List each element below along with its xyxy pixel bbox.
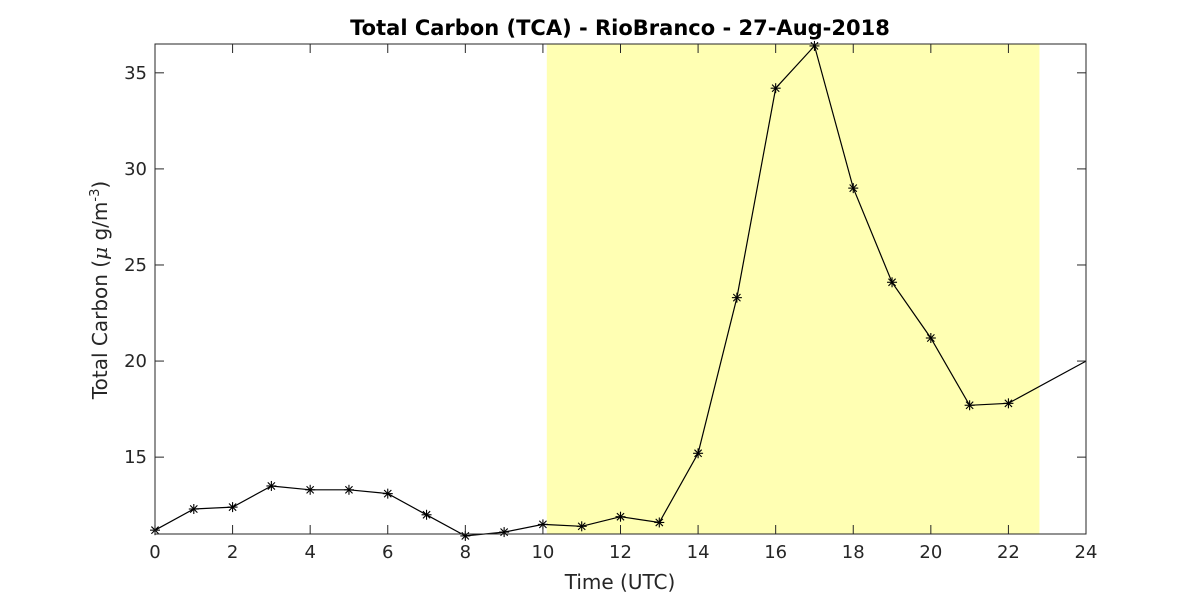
data-point	[848, 183, 859, 194]
x-tick-label: 14	[687, 542, 710, 563]
marker-stroke	[616, 512, 625, 521]
chart-title: Total Carbon (TCA) - RioBranco - 27-Aug-…	[350, 16, 890, 40]
series-line	[154, 44, 1087, 537]
x-tick-label: 18	[842, 542, 865, 563]
y-tick-label: 30	[124, 159, 147, 180]
y-tick-label: 25	[124, 255, 147, 276]
data-point	[576, 521, 587, 532]
x-tick-label: 0	[149, 542, 160, 563]
data-point	[615, 511, 626, 522]
x-tick-label: 24	[1075, 542, 1098, 563]
marker-stroke	[655, 518, 664, 527]
marker-stroke	[538, 520, 547, 529]
data-point	[266, 480, 277, 491]
data-point	[654, 517, 665, 528]
marker-stroke	[771, 84, 780, 93]
marker-stroke	[306, 485, 315, 494]
x-tick-label: 22	[997, 542, 1020, 563]
y-axis-label-suffix: )	[88, 181, 112, 189]
data-point	[964, 400, 975, 411]
marker-stroke	[228, 503, 237, 512]
marker-stroke	[965, 401, 974, 410]
data-point	[343, 484, 354, 495]
y-axis-label-unit: g/m	[88, 202, 112, 247]
data-point	[421, 509, 432, 520]
marker-stroke	[577, 522, 586, 531]
data-point	[1003, 398, 1014, 409]
x-tick-label: 10	[531, 542, 554, 563]
y-tick-label: 35	[124, 63, 147, 84]
x-tick-label: 4	[304, 542, 315, 563]
data-point	[693, 448, 704, 459]
y-axis-label-exponent: -3	[88, 189, 103, 202]
x-tick-label: 2	[227, 542, 238, 563]
marker-stroke	[383, 489, 392, 498]
data-point	[537, 519, 548, 530]
data-point	[499, 527, 510, 538]
marker-stroke	[732, 293, 741, 302]
data-point	[925, 333, 936, 343]
data-point	[227, 502, 238, 513]
data-point	[731, 292, 742, 303]
data-point	[770, 83, 781, 94]
highlight-band	[546, 44, 1040, 534]
y-tick-label: 20	[124, 351, 147, 372]
data-point	[887, 277, 898, 288]
x-tick-label: 8	[460, 542, 471, 563]
x-axis-label: Time (UTC)	[564, 570, 676, 594]
data-point	[382, 488, 393, 499]
x-tick-label: 12	[609, 542, 632, 563]
y-axis-label-mu: μ	[88, 247, 112, 260]
marker-stroke	[1004, 399, 1013, 408]
x-tick-label: 16	[764, 542, 787, 563]
y-axis-label: Total Carbon (μ g/m-3)	[88, 181, 112, 400]
marker-stroke	[422, 510, 431, 519]
marker-stroke	[926, 334, 935, 342]
marker-stroke	[267, 481, 276, 490]
marker-stroke	[344, 485, 353, 494]
y-tick-label: 15	[124, 447, 147, 468]
marker-stroke	[849, 184, 858, 193]
y-axis-label-prefix: Total Carbon (	[88, 260, 112, 400]
marker-stroke	[189, 505, 198, 514]
data-point	[305, 484, 316, 495]
data-point	[809, 40, 820, 51]
x-tick-label: 6	[382, 542, 393, 563]
marker-stroke	[888, 278, 897, 287]
data-point	[188, 504, 199, 515]
marker-stroke	[694, 449, 703, 458]
x-tick-label: 20	[919, 542, 942, 563]
